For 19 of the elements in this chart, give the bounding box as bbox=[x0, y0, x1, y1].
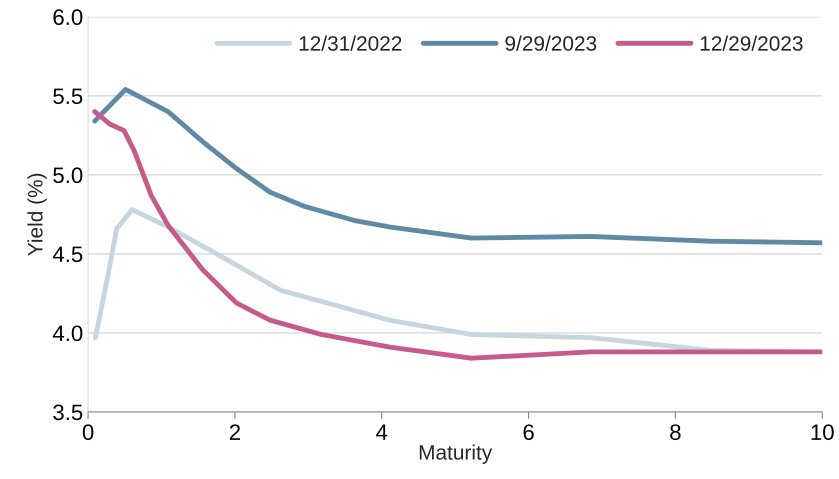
y-tick-label: 4.0 bbox=[52, 325, 82, 342]
y-tick-label: 6.0 bbox=[53, 9, 82, 26]
x-tick-label: 2 bbox=[230, 424, 240, 440]
legend-label: 9/29/2023 bbox=[505, 36, 596, 51]
x-axis-title: Maturity bbox=[420, 444, 492, 464]
y-tick-label: 5.0 bbox=[53, 167, 82, 184]
y-axis-title: Yield (%) bbox=[27, 174, 47, 256]
y-tick-label: 4.5 bbox=[52, 246, 82, 262]
y-tick-label: 5.5 bbox=[53, 88, 82, 104]
line-series bbox=[92, 109, 822, 361]
x-tick-label: 0 bbox=[82, 424, 94, 440]
x-tick-label: 10 bbox=[812, 424, 834, 440]
legend-label: 12/31/2022 bbox=[300, 36, 402, 51]
line-series bbox=[92, 87, 822, 246]
legend-label: 12/29/2023 bbox=[700, 36, 803, 51]
x-tick-label: 8 bbox=[670, 424, 681, 440]
y-tick-label: 3.5 bbox=[53, 404, 82, 420]
x-tick-label: 6 bbox=[524, 424, 534, 440]
x-tick-label: 4 bbox=[376, 424, 388, 440]
